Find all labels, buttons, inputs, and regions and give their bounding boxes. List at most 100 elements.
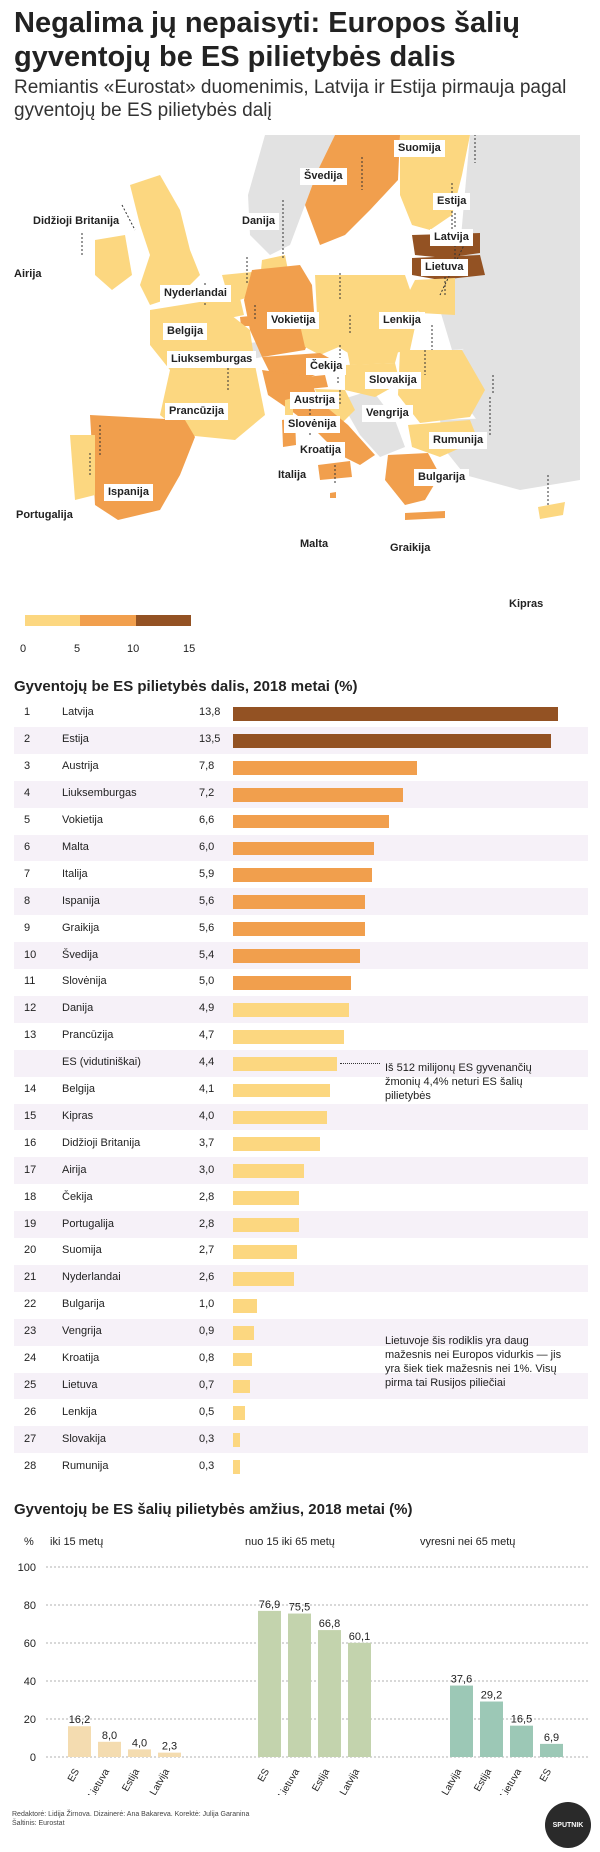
map-country-portugal xyxy=(70,435,95,500)
row-country: Kroatija xyxy=(62,1352,100,1365)
row-country: Graikija xyxy=(62,921,100,934)
map-label-lietuva: Lietuva xyxy=(421,259,468,276)
legend-color-scale xyxy=(25,615,191,626)
row-rank: 28 xyxy=(24,1459,37,1472)
row-country: Suomija xyxy=(62,1244,102,1257)
row-rank: 14 xyxy=(24,1083,37,1096)
row-value-label: 0,8 xyxy=(199,1352,215,1365)
age-bar-category: Lietuva xyxy=(276,1767,302,1795)
row-bar xyxy=(233,1164,304,1179)
age-y-tick: 20 xyxy=(24,1714,36,1726)
row-country: Kipras xyxy=(62,1109,94,1122)
age-bar-value: 37,6 xyxy=(451,1674,472,1686)
row-rank: 26 xyxy=(24,1405,37,1418)
age-bar-value: 16,5 xyxy=(511,1714,532,1726)
age-bar-category: ES xyxy=(256,1767,272,1784)
row-rank: 23 xyxy=(24,1325,37,1338)
sputnik-logo-text: SPUTNIK xyxy=(552,1821,584,1829)
row-value-label: 7,8 xyxy=(199,760,215,773)
map-label-nyderlandai: Nyderlandai xyxy=(160,285,231,302)
row-bar xyxy=(233,1406,245,1421)
age-bar-value: 75,5 xyxy=(289,1602,310,1614)
map-label-cekija: Čekija xyxy=(306,358,347,375)
age-bar-chart: % 0 20 40 60 80 100 iki 15 metų 16,2 ES 8,0 Lietuva… xyxy=(18,1536,590,1795)
row-bar xyxy=(233,1298,257,1313)
map-country-lithuania xyxy=(405,278,455,315)
row-bar xyxy=(233,707,559,721)
map-label-slovenija: Slovėnija xyxy=(284,416,341,433)
row-stripe xyxy=(14,995,588,1023)
row-rank: 20 xyxy=(24,1244,37,1257)
europe-map xyxy=(70,135,580,520)
row-country: Lenkija xyxy=(62,1405,97,1418)
age-group-label: iki 15 metų xyxy=(50,1536,103,1548)
footer-credits: Redaktorė: Lidija Žirnova. Dizainerė: An… xyxy=(12,1810,249,1828)
row-country: Nyderlandai xyxy=(62,1271,121,1284)
age-bar-category: ES xyxy=(538,1767,554,1784)
age-bar-value: 76,9 xyxy=(259,1599,280,1611)
map-label-liuksemburgas: Liuksemburgas xyxy=(167,351,257,368)
row-value-label: 2,8 xyxy=(199,1190,215,1203)
row-country: Slovakija xyxy=(62,1432,107,1445)
map-country-romania xyxy=(398,350,485,423)
age-bar-value: 2,3 xyxy=(162,1741,177,1753)
map-label-svedija: Švedija xyxy=(300,168,347,185)
age-bar-value: 6,9 xyxy=(544,1732,559,1744)
row-value-label: 4,4 xyxy=(199,1056,215,1069)
row-bar xyxy=(233,787,403,802)
row-bar xyxy=(233,733,552,748)
age-y-tick: 0 xyxy=(30,1752,36,1764)
map-country-ireland xyxy=(95,235,132,290)
row-bar xyxy=(233,1083,330,1098)
row-rank: 18 xyxy=(24,1190,37,1203)
row-rank: 2 xyxy=(24,733,31,746)
row-stripe xyxy=(14,1264,588,1292)
row-rank: 7 xyxy=(24,867,31,880)
map-label-austrija: Austrija xyxy=(290,392,339,409)
age-bar-category: Latvija xyxy=(338,1767,362,1795)
row-value-label: 7,2 xyxy=(199,787,215,800)
map-label-kroatija: Kroatija xyxy=(296,442,345,459)
annotation-lithuania: Lietuvoje šis rodiklis yra daug mažesnis… xyxy=(385,1335,562,1389)
age-bar xyxy=(288,1613,311,1757)
row-rank: 8 xyxy=(24,894,31,907)
row-rank: 24 xyxy=(24,1352,37,1365)
age-bar xyxy=(68,1726,91,1757)
row-country: Švedija xyxy=(62,948,99,961)
row-rank: 5 xyxy=(24,814,31,827)
age-group-label: vyresni nei 65 metų xyxy=(420,1536,515,1548)
row-value-label: 0,3 xyxy=(199,1432,215,1445)
row-value-label: 4,1 xyxy=(199,1083,215,1096)
row-stripe xyxy=(14,1103,588,1131)
page-subtitle: Remiantis «Eurostat» duomenimis, Latvija… xyxy=(14,77,567,121)
map-label-estija: Estija xyxy=(433,193,471,210)
row-rank: 17 xyxy=(24,1163,37,1176)
row-value-label: 2,8 xyxy=(199,1217,215,1230)
row-country: Austrija xyxy=(62,760,99,773)
row-country: Bulgarija xyxy=(62,1298,105,1311)
row-country: Rumunija xyxy=(62,1459,109,1472)
legend-tick-10: 10 xyxy=(127,643,140,655)
row-value-label: 5,6 xyxy=(199,921,215,934)
annotation-eu-average: Iš 512 milijonų ES gyvenančių žmonių 4,4… xyxy=(385,1062,532,1102)
row-rank: 21 xyxy=(24,1271,37,1284)
row-value-label: 4,9 xyxy=(199,1002,215,1015)
age-bar-value: 60,1 xyxy=(349,1631,370,1643)
row-country: Lietuva xyxy=(62,1378,98,1391)
map-label-italija: Italija xyxy=(274,467,311,484)
map-country-malta xyxy=(330,492,336,498)
row-country: Portugalija xyxy=(62,1217,114,1230)
row-bar xyxy=(233,1433,241,1448)
age-bar xyxy=(98,1741,121,1757)
age-bar xyxy=(540,1743,563,1757)
row-bar xyxy=(233,1110,328,1125)
row-bar xyxy=(233,1460,241,1475)
row-country: Vengrija xyxy=(62,1325,102,1338)
row-country: Vokietija xyxy=(62,814,103,827)
leader-uk xyxy=(121,204,136,231)
row-value-label: 0,5 xyxy=(199,1405,215,1418)
map-country-slovakia xyxy=(345,340,400,365)
footer-source-text: Šaltinis: Eurostat xyxy=(12,1820,65,1827)
row-bar xyxy=(233,1191,299,1206)
